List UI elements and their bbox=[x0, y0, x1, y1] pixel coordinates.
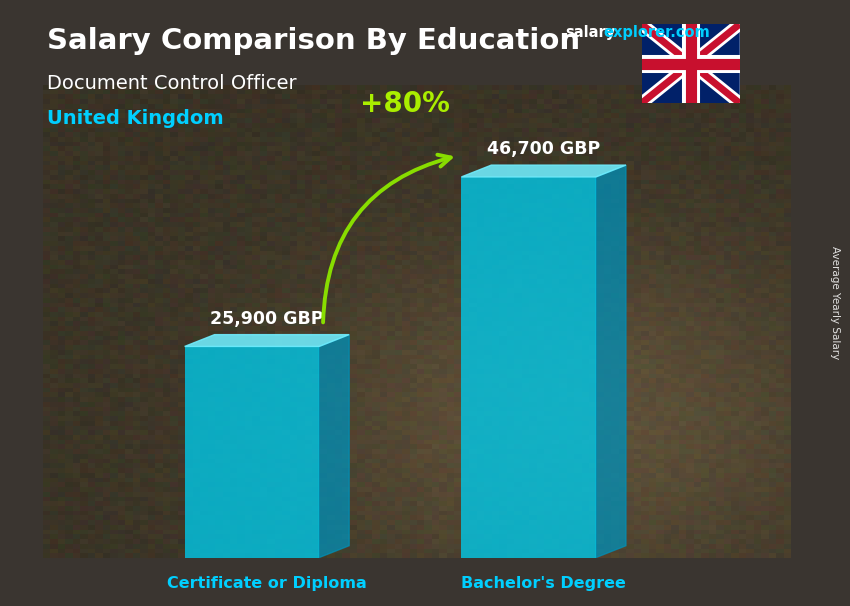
Text: 46,700 GBP: 46,700 GBP bbox=[487, 140, 600, 158]
Polygon shape bbox=[184, 335, 349, 347]
Polygon shape bbox=[462, 165, 626, 177]
Polygon shape bbox=[596, 165, 626, 558]
Polygon shape bbox=[320, 335, 349, 558]
Text: Average Yearly Salary: Average Yearly Salary bbox=[830, 247, 840, 359]
Text: Bachelor's Degree: Bachelor's Degree bbox=[462, 576, 626, 591]
Text: United Kingdom: United Kingdom bbox=[47, 109, 224, 128]
Text: Certificate or Diploma: Certificate or Diploma bbox=[167, 576, 367, 591]
Bar bbox=[184, 347, 320, 558]
Bar bbox=[462, 177, 596, 558]
Text: salary: salary bbox=[565, 25, 615, 41]
FancyBboxPatch shape bbox=[640, 22, 741, 105]
Text: Document Control Officer: Document Control Officer bbox=[47, 74, 297, 93]
Text: Salary Comparison By Education: Salary Comparison By Education bbox=[47, 27, 580, 55]
Text: +80%: +80% bbox=[360, 90, 450, 118]
Text: explorer.com: explorer.com bbox=[604, 25, 711, 41]
Text: 25,900 GBP: 25,900 GBP bbox=[210, 310, 324, 327]
